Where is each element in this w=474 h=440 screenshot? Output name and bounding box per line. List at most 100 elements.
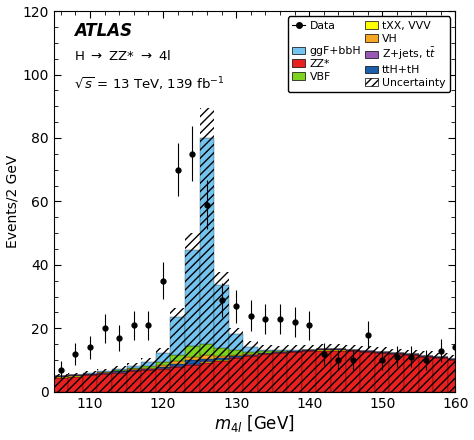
Bar bbox=[185, 363, 200, 365]
Bar bbox=[229, 356, 244, 357]
Bar bbox=[404, 356, 419, 392]
Bar bbox=[141, 358, 156, 392]
Bar bbox=[200, 138, 214, 344]
Text: ATLAS: ATLAS bbox=[73, 22, 132, 40]
Bar bbox=[112, 366, 127, 392]
Bar bbox=[141, 369, 156, 370]
Bar bbox=[258, 353, 273, 354]
Bar bbox=[360, 346, 375, 392]
Bar bbox=[302, 350, 317, 351]
Bar bbox=[244, 341, 258, 392]
Bar bbox=[185, 357, 200, 360]
Bar bbox=[127, 370, 141, 371]
Bar bbox=[229, 355, 244, 356]
Bar bbox=[214, 361, 229, 392]
Bar bbox=[433, 353, 448, 392]
Bar bbox=[360, 352, 375, 392]
Bar bbox=[141, 370, 156, 392]
Bar bbox=[244, 356, 258, 392]
Bar bbox=[287, 351, 302, 352]
X-axis label: $m_{4l}$ [GeV]: $m_{4l}$ [GeV] bbox=[214, 414, 295, 434]
Bar bbox=[156, 352, 171, 362]
Bar bbox=[97, 374, 112, 392]
Bar bbox=[214, 272, 229, 392]
Bar bbox=[156, 369, 171, 392]
Bar bbox=[200, 361, 214, 363]
Bar bbox=[317, 349, 331, 350]
Bar bbox=[200, 359, 214, 361]
Bar bbox=[185, 365, 200, 392]
Bar bbox=[214, 285, 229, 348]
Bar bbox=[302, 345, 317, 392]
Bar bbox=[390, 348, 404, 392]
Bar bbox=[171, 366, 185, 367]
Bar bbox=[433, 359, 448, 392]
Bar bbox=[302, 351, 317, 392]
Bar bbox=[68, 374, 83, 392]
Bar bbox=[273, 345, 287, 392]
Bar bbox=[127, 368, 141, 369]
Bar bbox=[97, 371, 112, 372]
Bar bbox=[127, 363, 141, 392]
Bar bbox=[200, 363, 214, 392]
Bar bbox=[185, 233, 200, 392]
Bar bbox=[433, 357, 448, 358]
Bar bbox=[214, 356, 229, 358]
Bar bbox=[244, 355, 258, 356]
Bar bbox=[200, 108, 214, 392]
Bar bbox=[244, 352, 258, 354]
Bar bbox=[273, 352, 287, 353]
Bar bbox=[287, 352, 302, 392]
Bar bbox=[346, 350, 360, 351]
Bar bbox=[141, 362, 156, 366]
Bar bbox=[156, 365, 171, 367]
Bar bbox=[375, 353, 390, 392]
Bar bbox=[229, 357, 244, 358]
Bar bbox=[68, 377, 83, 392]
Bar bbox=[273, 353, 287, 392]
Bar bbox=[258, 352, 273, 353]
Bar bbox=[171, 308, 185, 392]
Bar bbox=[83, 374, 97, 375]
Bar bbox=[419, 356, 433, 357]
Bar bbox=[331, 344, 346, 392]
Bar bbox=[448, 359, 463, 360]
Bar bbox=[112, 369, 127, 370]
Bar bbox=[346, 351, 360, 392]
Bar bbox=[229, 327, 244, 392]
Bar bbox=[390, 353, 404, 354]
Bar bbox=[258, 350, 273, 352]
Bar bbox=[97, 369, 112, 392]
Y-axis label: Events/2 GeV: Events/2 GeV bbox=[6, 155, 19, 248]
Bar bbox=[448, 355, 463, 392]
Text: $\sqrt{s}$ = 13 TeV, 139 fb$^{-1}$: $\sqrt{s}$ = 13 TeV, 139 fb$^{-1}$ bbox=[73, 76, 224, 93]
Bar bbox=[404, 350, 419, 392]
Bar bbox=[229, 359, 244, 392]
Bar bbox=[360, 351, 375, 352]
Bar bbox=[346, 345, 360, 392]
Bar bbox=[214, 359, 229, 360]
Bar bbox=[317, 351, 331, 392]
Bar bbox=[419, 352, 433, 392]
Bar bbox=[97, 373, 112, 374]
Bar bbox=[156, 367, 171, 368]
Bar bbox=[112, 370, 127, 371]
Bar bbox=[375, 352, 390, 353]
Bar bbox=[229, 334, 244, 350]
Bar bbox=[141, 367, 156, 369]
Bar bbox=[200, 344, 214, 356]
Bar bbox=[171, 367, 185, 392]
Bar bbox=[171, 355, 185, 361]
Bar bbox=[273, 351, 287, 352]
Legend: Data, , ggF+bbH, ZZ*, VBF, tXX, VVV, VH, Z+jets, t$\bar{t}$, ttH+tH, Uncertainty: Data, , ggF+bbH, ZZ*, VBF, tXX, VVV, VH,… bbox=[288, 16, 450, 92]
Bar bbox=[331, 351, 346, 392]
Bar bbox=[258, 345, 273, 392]
Bar bbox=[214, 358, 229, 359]
Bar bbox=[156, 368, 171, 369]
Bar bbox=[156, 348, 171, 392]
Bar bbox=[83, 371, 97, 392]
Bar bbox=[448, 360, 463, 392]
Bar bbox=[244, 354, 258, 355]
Text: H $\rightarrow$ ZZ* $\rightarrow$ 4l: H $\rightarrow$ ZZ* $\rightarrow$ 4l bbox=[73, 49, 171, 63]
Bar bbox=[112, 373, 127, 392]
